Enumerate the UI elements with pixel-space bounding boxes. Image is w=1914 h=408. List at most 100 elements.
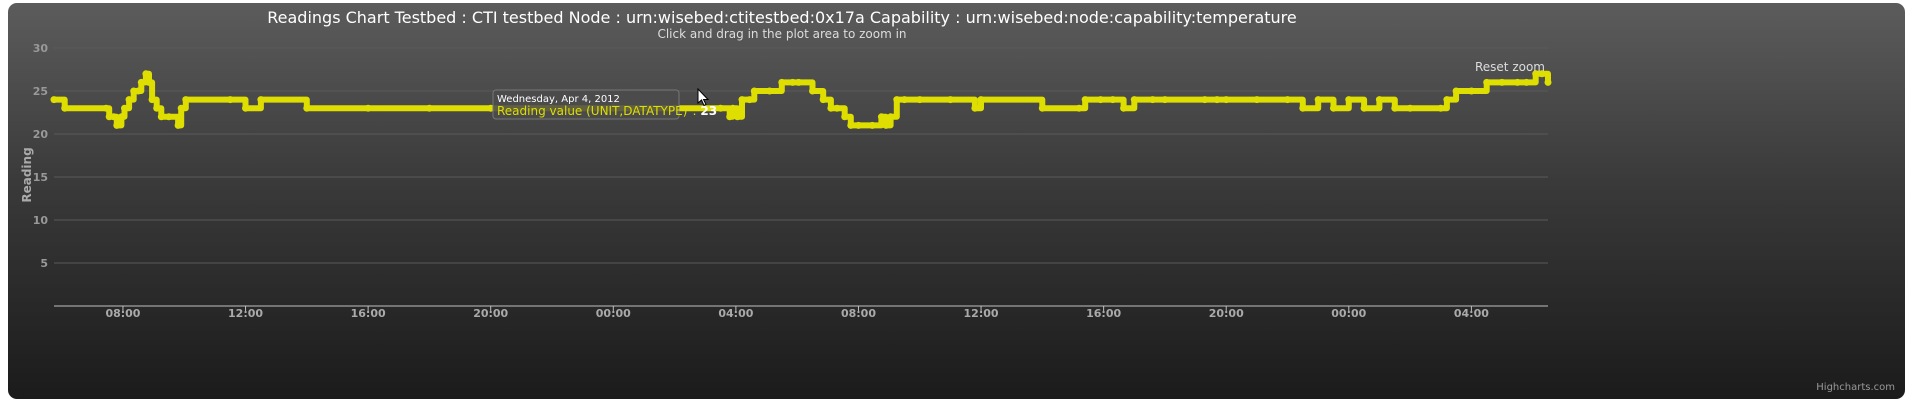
data-point[interactable]: [1314, 96, 1322, 104]
chart-title: Readings Chart Testbed : CTI testbed Nod…: [267, 8, 1296, 27]
data-point[interactable]: [157, 113, 165, 121]
data-point[interactable]: [738, 96, 746, 104]
data-point[interactable]: [1130, 96, 1138, 104]
x-tick-label: 08:00: [105, 307, 140, 320]
data-point[interactable]: [1437, 104, 1445, 112]
data-point[interactable]: [1452, 87, 1460, 95]
data-point[interactable]: [750, 87, 758, 95]
chart-container[interactable]: Readings Chart Testbed : CTI testbed Nod…: [8, 3, 1905, 399]
data-point[interactable]: [1375, 96, 1383, 104]
data-point[interactable]: [809, 87, 816, 95]
data-point[interactable]: [364, 104, 372, 112]
data-point[interactable]: [868, 121, 876, 129]
data-point[interactable]: [893, 96, 901, 104]
data-point[interactable]: [1406, 104, 1414, 112]
data-point[interactable]: [1391, 104, 1399, 112]
data-point[interactable]: [1443, 96, 1451, 104]
data-point[interactable]: [142, 70, 150, 78]
data-point[interactable]: [733, 113, 741, 121]
x-tick-label: 20:00: [1209, 307, 1244, 320]
y-axis-title: Reading: [20, 147, 34, 202]
data-point[interactable]: [113, 121, 121, 129]
data-point[interactable]: [110, 113, 118, 121]
data-point[interactable]: [182, 96, 190, 104]
data-point[interactable]: [1253, 96, 1261, 104]
credits-link[interactable]: Highcharts.com: [1816, 382, 1895, 393]
data-point[interactable]: [778, 78, 786, 86]
data-point[interactable]: [425, 104, 433, 112]
data-point[interactable]: [746, 96, 754, 104]
data-point[interactable]: [833, 104, 841, 112]
data-point[interactable]: [1538, 70, 1546, 78]
data-point[interactable]: [789, 78, 797, 86]
data-point[interactable]: [1360, 104, 1368, 112]
data-point[interactable]: [148, 96, 156, 104]
data-point[interactable]: [819, 96, 827, 104]
data-point[interactable]: [226, 96, 234, 104]
chart-svg[interactable]: Readings Chart Testbed : CTI testbed Nod…: [8, 3, 1905, 399]
data-point[interactable]: [242, 104, 249, 112]
data-point[interactable]: [125, 96, 133, 104]
data-point[interactable]: [117, 113, 125, 121]
data-point[interactable]: [977, 96, 985, 104]
data-point[interactable]: [257, 96, 265, 104]
data-point[interactable]: [165, 113, 173, 121]
data-point[interactable]: [1345, 96, 1353, 104]
series-area[interactable]: [50, 70, 1552, 129]
data-point[interactable]: [971, 104, 979, 112]
data-point[interactable]: [877, 113, 885, 121]
data-point[interactable]: [1097, 96, 1105, 104]
data-point[interactable]: [900, 96, 908, 104]
tooltip-line: Reading value (UNIT,DATATYPE) : 23: [497, 100, 717, 119]
data-point[interactable]: [1109, 96, 1117, 104]
data-point[interactable]: [841, 113, 849, 121]
reset-zoom-label[interactable]: Reset zoom: [1475, 60, 1545, 74]
data-point[interactable]: [766, 87, 774, 95]
data-point[interactable]: [855, 121, 862, 129]
data-point[interactable]: [1299, 104, 1307, 112]
data-point[interactable]: [145, 78, 153, 86]
data-point[interactable]: [1523, 78, 1530, 86]
data-point[interactable]: [887, 113, 895, 121]
data-point[interactable]: [916, 96, 924, 104]
data-point[interactable]: [847, 121, 855, 129]
reset-zoom-button[interactable]: Reset zoom: [1475, 60, 1545, 74]
data-point[interactable]: [946, 96, 954, 104]
data-point[interactable]: [303, 104, 311, 112]
data-point[interactable]: [717, 104, 725, 112]
y-tick-label: 15: [33, 171, 48, 184]
data-point[interactable]: [1284, 96, 1291, 104]
data-point[interactable]: [1544, 78, 1552, 86]
data-point[interactable]: [174, 121, 182, 129]
data-point[interactable]: [134, 87, 142, 95]
data-point[interactable]: [1513, 78, 1521, 86]
data-point[interactable]: [1213, 96, 1221, 104]
data-point[interactable]: [1161, 96, 1169, 104]
data-point[interactable]: [1532, 70, 1540, 78]
data-point[interactable]: [50, 96, 58, 104]
data-point[interactable]: [1467, 87, 1475, 95]
data-point[interactable]: [882, 121, 890, 129]
data-point[interactable]: [1330, 104, 1337, 112]
data-point[interactable]: [487, 104, 495, 112]
data-point[interactable]: [137, 78, 145, 86]
data-point[interactable]: [1038, 104, 1046, 112]
data-point[interactable]: [1081, 96, 1089, 104]
data-point[interactable]: [1149, 96, 1157, 104]
data-point[interactable]: [729, 104, 737, 112]
y-tick-label: 10: [33, 214, 49, 227]
data-point[interactable]: [795, 78, 803, 86]
data-point[interactable]: [1483, 78, 1491, 86]
data-point[interactable]: [61, 104, 69, 112]
data-point[interactable]: [121, 104, 128, 112]
data-point[interactable]: [827, 104, 835, 112]
data-point[interactable]: [1201, 96, 1209, 104]
data-point[interactable]: [1498, 78, 1506, 86]
data-point[interactable]: [726, 113, 734, 121]
data-point[interactable]: [1120, 104, 1128, 112]
data-point[interactable]: [1075, 104, 1083, 112]
data-point[interactable]: [177, 104, 185, 112]
data-point[interactable]: [153, 104, 161, 112]
data-point[interactable]: [102, 104, 110, 112]
data-point[interactable]: [1222, 96, 1230, 104]
